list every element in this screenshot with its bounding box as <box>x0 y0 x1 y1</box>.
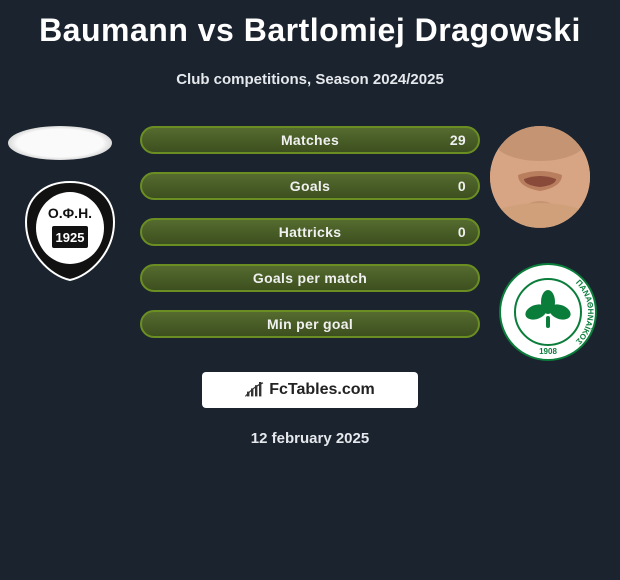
stat-right-value: 0 <box>458 224 466 240</box>
stat-label: Hattricks <box>279 224 342 240</box>
club-left-year-text: 1925 <box>56 230 85 245</box>
stat-label: Matches <box>281 132 339 148</box>
stat-row-min-per-goal: Min per goal <box>140 310 480 338</box>
bar-chart-icon <box>245 382 265 398</box>
club-left-label-text: Ο.Φ.Η. <box>48 205 92 221</box>
page-subtitle: Club competitions, Season 2024/2025 <box>0 71 620 88</box>
club-right-svg: ΠΑΝΑΘΗΝΑΪΚΟΣ 1908 <box>498 262 598 362</box>
stat-row-goals-per-match: Goals per match <box>140 264 480 292</box>
club-left-svg: Ο.Φ.Η. 1925 <box>18 178 122 284</box>
stat-row-hattricks: Hattricks 0 <box>140 218 480 246</box>
date-line: 12 february 2025 <box>0 430 620 447</box>
stat-right-value: 0 <box>458 178 466 194</box>
stat-right-value: 29 <box>450 132 466 148</box>
stat-row-matches: Matches 29 <box>140 126 480 154</box>
stat-rows: Matches 29 Goals 0 Hattricks 0 Goals per… <box>140 126 480 338</box>
player-right-photo <box>490 126 590 228</box>
watermark-text: FcTables.com <box>269 381 375 399</box>
stat-label: Goals per match <box>253 270 367 286</box>
comparison-panel: Ο.Φ.Η. 1925 ΠΑΝΑΘΗΝΑΪΚΟΣ 1908 <box>0 126 620 356</box>
club-left-badge: Ο.Φ.Η. 1925 <box>18 178 122 284</box>
page-title: Baumann vs Bartlomiej Dragowski <box>0 0 620 49</box>
watermark: FcTables.com <box>202 372 418 408</box>
stat-row-goals: Goals 0 <box>140 172 480 200</box>
stat-label: Min per goal <box>267 316 353 332</box>
stat-label: Goals <box>290 178 330 194</box>
player-left-photo <box>8 126 112 160</box>
club-right-year-text: 1908 <box>539 347 557 356</box>
club-right-badge: ΠΑΝΑΘΗΝΑΪΚΟΣ 1908 <box>498 262 598 362</box>
